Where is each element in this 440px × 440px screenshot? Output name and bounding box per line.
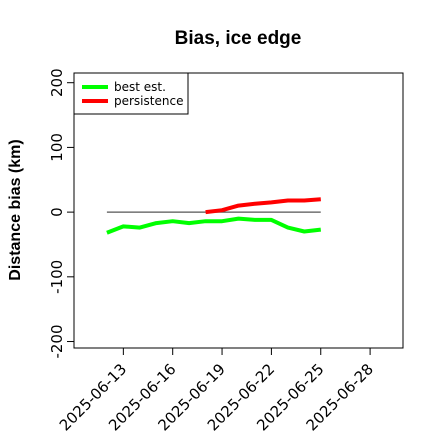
y-tick-label: -100 bbox=[48, 260, 66, 294]
legend: best est.persistence bbox=[73, 72, 189, 115]
y-tick-label: 0 bbox=[48, 207, 66, 217]
y-tick-label: -200 bbox=[48, 325, 66, 359]
legend-label-persistence: persistence bbox=[114, 94, 183, 108]
y-tick-label: 100 bbox=[48, 133, 66, 162]
y-tick-label: 200 bbox=[48, 68, 66, 97]
chart-title: Bias, ice edge bbox=[175, 28, 302, 49]
y-axis-label: Distance bias (km) bbox=[7, 139, 24, 280]
plot-frame bbox=[73, 72, 404, 349]
legend-label-best-est: best est. bbox=[114, 80, 166, 94]
legend-box bbox=[73, 72, 189, 115]
series-line-persistence bbox=[205, 197, 321, 215]
plot-area: -200-10001002002025-06-132025-06-162025-… bbox=[48, 68, 377, 434]
series-line-best-est bbox=[106, 216, 322, 235]
